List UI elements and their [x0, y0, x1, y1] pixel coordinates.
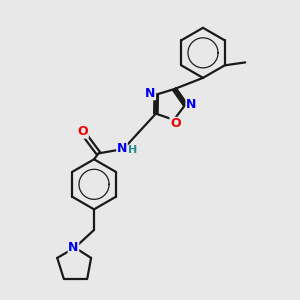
Text: N: N	[117, 142, 127, 155]
Text: N: N	[186, 98, 196, 111]
Text: O: O	[170, 118, 181, 130]
Text: N: N	[68, 241, 79, 254]
Text: N: N	[145, 87, 155, 100]
Text: O: O	[77, 125, 88, 138]
Text: H: H	[128, 146, 137, 155]
